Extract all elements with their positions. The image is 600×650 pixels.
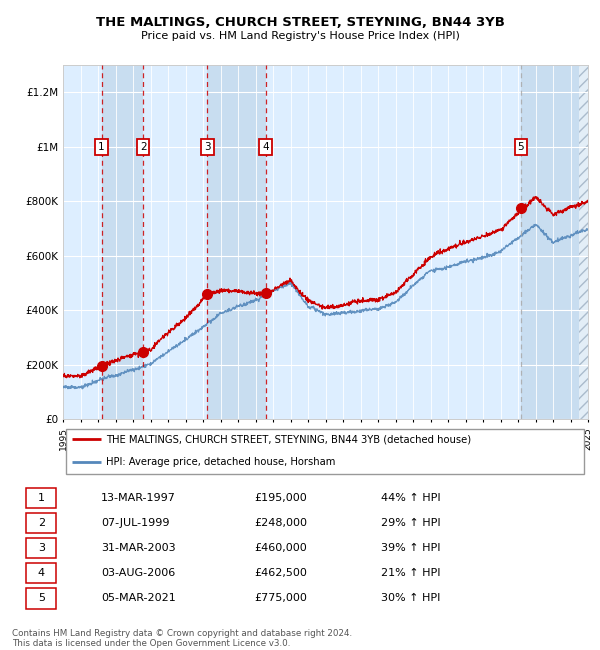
Bar — [101, 65, 143, 419]
Text: 1: 1 — [98, 142, 105, 151]
Text: 05-MAR-2021: 05-MAR-2021 — [101, 593, 176, 603]
Text: 21% ↑ HPI: 21% ↑ HPI — [380, 568, 440, 578]
Text: 3: 3 — [38, 543, 45, 553]
Text: HPI: Average price, detached house, Horsham: HPI: Average price, detached house, Hors… — [106, 457, 335, 467]
Bar — [208, 65, 266, 419]
Text: 07-JUL-1999: 07-JUL-1999 — [101, 518, 170, 528]
Text: THE MALTINGS, CHURCH STREET, STEYNING, BN44 3YB: THE MALTINGS, CHURCH STREET, STEYNING, B… — [95, 16, 505, 29]
Bar — [63, 65, 101, 419]
Text: THE MALTINGS, CHURCH STREET, STEYNING, BN44 3YB (detached house): THE MALTINGS, CHURCH STREET, STEYNING, B… — [106, 434, 471, 444]
Text: £248,000: £248,000 — [254, 518, 307, 528]
Text: £775,000: £775,000 — [254, 593, 307, 603]
Text: 5: 5 — [38, 593, 45, 603]
Text: 31-MAR-2003: 31-MAR-2003 — [101, 543, 176, 553]
Text: 4: 4 — [38, 568, 45, 578]
Text: 3: 3 — [204, 142, 211, 151]
Bar — [266, 65, 521, 419]
Text: 39% ↑ HPI: 39% ↑ HPI — [380, 543, 440, 553]
Text: 4: 4 — [262, 142, 269, 151]
Bar — [143, 65, 208, 419]
Bar — [521, 65, 588, 419]
Bar — [579, 65, 588, 419]
Text: 29% ↑ HPI: 29% ↑ HPI — [380, 518, 440, 528]
Text: £195,000: £195,000 — [254, 493, 307, 502]
FancyBboxPatch shape — [26, 488, 56, 508]
Text: 2: 2 — [38, 518, 45, 528]
FancyBboxPatch shape — [26, 563, 56, 583]
FancyBboxPatch shape — [65, 429, 584, 474]
Text: £460,000: £460,000 — [254, 543, 307, 553]
Text: £462,500: £462,500 — [254, 568, 307, 578]
Text: 03-AUG-2006: 03-AUG-2006 — [101, 568, 176, 578]
Bar — [579, 65, 588, 419]
FancyBboxPatch shape — [26, 513, 56, 533]
Text: 1: 1 — [38, 493, 45, 502]
Text: 5: 5 — [518, 142, 524, 151]
Text: 2: 2 — [140, 142, 146, 151]
Text: 13-MAR-1997: 13-MAR-1997 — [101, 493, 176, 502]
FancyBboxPatch shape — [26, 588, 56, 608]
FancyBboxPatch shape — [26, 538, 56, 558]
Text: Price paid vs. HM Land Registry's House Price Index (HPI): Price paid vs. HM Land Registry's House … — [140, 31, 460, 40]
Text: 44% ↑ HPI: 44% ↑ HPI — [380, 493, 440, 502]
Text: Contains HM Land Registry data © Crown copyright and database right 2024.
This d: Contains HM Land Registry data © Crown c… — [12, 629, 352, 648]
Text: 30% ↑ HPI: 30% ↑ HPI — [380, 593, 440, 603]
